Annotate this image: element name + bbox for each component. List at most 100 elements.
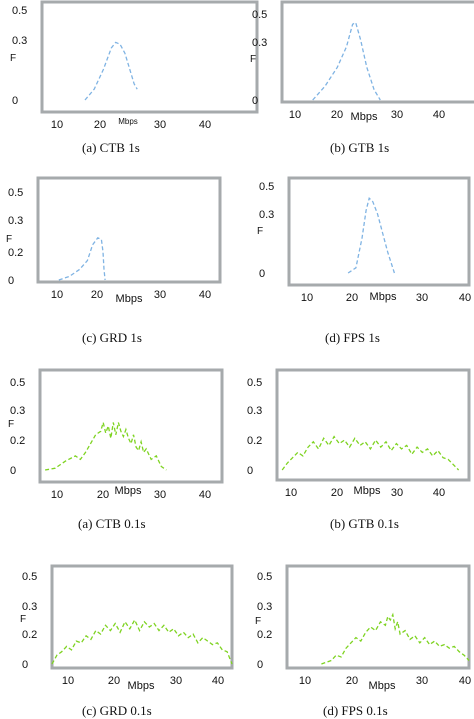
- plot-frame: [38, 368, 224, 484]
- x-tick-label: 40: [459, 675, 471, 687]
- y-tick-label: 0: [22, 659, 28, 671]
- x-tick-label: 40: [433, 487, 445, 499]
- y-tick-label: 0.3: [252, 37, 267, 49]
- chart-panel-ctb-1s: 0.5 0.3 0 F 10 20 30 40 Mbps (a) CTB 1s: [0, 0, 259, 170]
- y-tick-label: 0.2: [247, 435, 262, 447]
- y-tick-label: 0: [252, 95, 258, 107]
- series-line: [84, 41, 138, 101]
- x-tick-label: 20: [91, 289, 103, 301]
- y-tick-label: 0.3: [8, 215, 23, 227]
- y-tick-label: 0.5: [247, 377, 262, 389]
- plot-frame: [275, 368, 471, 482]
- y-tick-label: 0: [8, 275, 14, 287]
- chart-panel-fps-01s: 0.5 0.3 0.2 0 F 10 20 30 40 Mbps (d) FPS 0.1s: [237, 558, 474, 718]
- chart-plot-ctb-01s: 0.5 0.3 0.2 0 F 10 20 30 40 Mbps: [8, 368, 224, 501]
- y-tick-label: 0.5: [10, 377, 25, 389]
- y-tick-label: 0.5: [257, 571, 272, 583]
- x-tick-label: 20: [97, 489, 109, 501]
- y-tick-label: 0: [247, 465, 253, 477]
- x-tick-label: 30: [154, 489, 166, 501]
- x-tick-label: 10: [301, 292, 313, 304]
- x-tick-label: 20: [346, 292, 358, 304]
- y-tick-label: 0.3: [22, 601, 37, 613]
- chart-plot-gtb-01s: 0.5 0.3 0.2 0 10 20 30 40 Mbps: [247, 368, 471, 499]
- x-axis-label: Mbps: [118, 117, 138, 126]
- y-tick-label: 0.5: [22, 571, 37, 583]
- caption-gtb-1s: (b) GTB 1s: [330, 140, 390, 155]
- x-axis-label: Mbps: [354, 485, 381, 497]
- y-tick-label: 0: [259, 268, 265, 280]
- plot-frame: [40, 0, 259, 114]
- x-tick-label: 20: [331, 487, 343, 499]
- y-tick-label: 0: [12, 95, 18, 107]
- series-line: [44, 419, 167, 471]
- y-axis-label: F: [255, 616, 261, 627]
- y-tick-label: 0.3: [12, 35, 27, 47]
- x-tick-label: 10: [51, 119, 63, 131]
- plot-frame: [50, 564, 234, 670]
- y-tick-label: 0.2: [22, 629, 37, 641]
- series-line: [347, 196, 396, 274]
- x-tick-label: 30: [391, 487, 403, 499]
- y-tick-label: 0.3: [10, 405, 25, 417]
- x-tick-label: 40: [199, 119, 211, 131]
- x-tick-label: 20: [331, 109, 343, 121]
- x-tick-label: 30: [416, 675, 428, 687]
- y-tick-label: 0: [10, 465, 16, 477]
- caption-grd-01s: (c) GRD 0.1s: [82, 703, 152, 718]
- x-tick-label: 40: [199, 489, 211, 501]
- x-tick-label: 20: [94, 119, 106, 131]
- x-tick-label: 30: [391, 109, 403, 121]
- chart-panel-grd-01s: 0.5 0.3 0.2 0 F 10 20 30 40 Mbps (c) GRD 0.1s: [0, 558, 234, 718]
- series-line: [58, 236, 106, 281]
- chart-plot-fps-01s: 0.5 0.3 0.2 0 F 10 20 30 40 Mbps: [255, 564, 471, 692]
- x-tick-label: 20: [108, 675, 120, 687]
- chart-panel-gtb-1s: 0.5 0.3 0 F 10 20 30 40 Mbps (b) GTB 1s: [237, 0, 474, 170]
- x-tick-label: 10: [51, 489, 63, 501]
- y-tick-label: 0.3: [259, 209, 274, 221]
- y-axis-label: F: [6, 234, 12, 245]
- plot-frame: [285, 564, 471, 670]
- caption-fps-01s: (d) FPS 0.1s: [323, 703, 388, 718]
- x-axis-label: Mbps: [128, 680, 155, 692]
- y-tick-label: 0.5: [259, 181, 274, 193]
- x-axis-label: Mbps: [370, 291, 397, 303]
- series-line: [312, 21, 381, 101]
- x-tick-label: 10: [62, 675, 74, 687]
- x-tick-label: 10: [299, 675, 311, 687]
- x-tick-label: 40: [212, 675, 224, 687]
- y-tick-label: 0.3: [257, 601, 272, 613]
- y-axis-label: F: [20, 614, 26, 625]
- series-line: [51, 618, 233, 665]
- y-tick-label: 0.2: [10, 435, 25, 447]
- chart-panel-fps-1s: 0.5 0.3 0 F 10 20 30 40 Mbps (d) FPS 1s: [237, 176, 474, 346]
- x-tick-label: 40: [199, 289, 211, 301]
- x-tick-label: 10: [285, 487, 297, 499]
- x-axis-label: Mbps: [116, 293, 143, 305]
- plot-frame: [287, 176, 471, 287]
- caption-gtb-01s: (b) GTB 0.1s: [330, 516, 399, 531]
- x-tick-label: 30: [416, 292, 428, 304]
- x-axis-label: Mbps: [369, 680, 396, 692]
- y-tick-label: 0.3: [247, 405, 262, 417]
- series-line: [281, 435, 460, 471]
- y-tick-label: 0.2: [8, 247, 23, 259]
- chart-plot-grd-01s: 0.5 0.3 0.2 0 F 10 20 30 40 Mbps: [20, 564, 234, 692]
- plot-frame: [280, 0, 474, 104]
- x-tick-label: 20: [346, 675, 358, 687]
- series-line: [321, 612, 470, 665]
- y-axis-label: F: [8, 419, 14, 430]
- x-axis-label: Mbps: [351, 111, 378, 123]
- caption-fps-1s: (d) FPS 1s: [325, 330, 380, 345]
- x-tick-label: 10: [289, 109, 301, 121]
- caption-grd-1s: (c) GRD 1s: [82, 330, 142, 345]
- y-tick-label: 0.5: [12, 5, 27, 17]
- chart-plot-gtb-1s: 0.5 0.3 0 F 10 20 30 40 Mbps: [250, 0, 474, 123]
- x-tick-label: 30: [154, 289, 166, 301]
- y-tick-label: 0: [257, 659, 263, 671]
- chart-panel-grd-1s: 0.5 0.3 0.2 0 F 10 20 30 40 Mbps (c) GRD 1s: [0, 176, 230, 346]
- chart-plot-fps-1s: 0.5 0.3 0 F 10 20 30 40 Mbps: [257, 176, 471, 304]
- x-tick-label: 30: [170, 675, 182, 687]
- x-tick-label: 30: [154, 119, 166, 131]
- y-tick-label: 0.5: [8, 187, 23, 199]
